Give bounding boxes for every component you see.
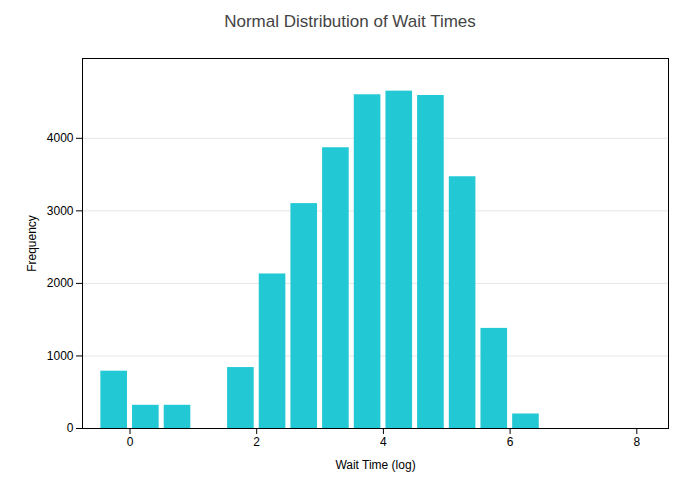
svg-text:3000: 3000 xyxy=(47,204,74,218)
svg-text:2000: 2000 xyxy=(47,276,74,290)
svg-text:6: 6 xyxy=(507,435,514,449)
svg-text:Frequency: Frequency xyxy=(25,215,39,272)
svg-text:Wait Time (log): Wait Time (log) xyxy=(335,458,415,472)
svg-text:1000: 1000 xyxy=(47,349,74,363)
html-text:Normal Distribution of Wait Ti: Normal Distribution of Wait Times xyxy=(224,12,476,31)
svg-text:0: 0 xyxy=(127,435,134,449)
svg-text:4: 4 xyxy=(380,435,387,449)
svg-text:0: 0 xyxy=(67,421,74,435)
svg-text:2: 2 xyxy=(253,435,260,449)
svg-text:4000: 4000 xyxy=(47,131,74,145)
svg-text:8: 8 xyxy=(633,435,640,449)
